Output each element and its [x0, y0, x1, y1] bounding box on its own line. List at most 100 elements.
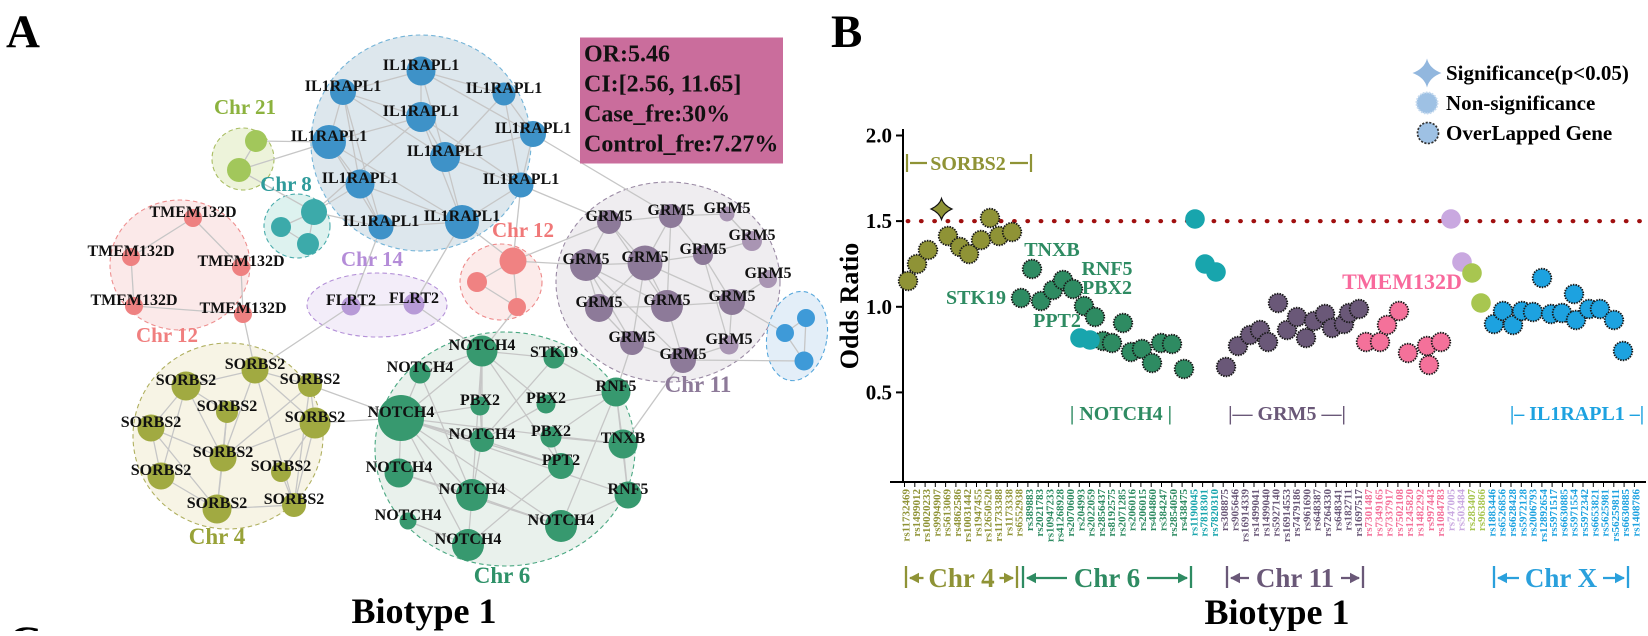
svg-text:Non-significance: Non-significance [1446, 91, 1595, 115]
svg-text:Case_fre:30%: Case_fre:30% [584, 102, 730, 128]
svg-text:PBX2: PBX2 [460, 392, 500, 409]
svg-text:rs9994907: rs9994907 [931, 489, 943, 537]
svg-text:rs404860: rs404860 [1147, 489, 1159, 532]
svg-text:NOTCH4: NOTCH4 [435, 531, 502, 548]
svg-text:SORBS2: SORBS2 [121, 414, 181, 431]
svg-text:rs182711: rs182711 [1343, 489, 1355, 531]
svg-text:GRM5: GRM5 [708, 288, 755, 305]
svg-text:rs1408786: rs1408786 [1630, 489, 1642, 537]
svg-text:FLRT2: FLRT2 [389, 290, 439, 307]
svg-text:PBX2: PBX2 [1082, 277, 1132, 299]
svg-text:rs7818301: rs7818301 [1199, 489, 1211, 537]
svg-text:B: B [831, 6, 862, 58]
svg-text:NOTCH4: NOTCH4 [439, 481, 506, 498]
svg-text:rs7502108: rs7502108 [1394, 489, 1406, 537]
svg-text:rs503484: rs503484 [1456, 489, 1468, 532]
svg-text:rs1499040: rs1499040 [1260, 489, 1272, 537]
svg-text:rs648341: rs648341 [1332, 489, 1344, 531]
svg-text:rs11733388: rs11733388 [993, 489, 1005, 542]
svg-text:rs997443: rs997443 [1425, 489, 1437, 532]
svg-text:PPT2: PPT2 [1033, 310, 1081, 332]
svg-text:rs648387: rs648387 [1312, 489, 1324, 532]
svg-text:IL1RAPL1: IL1RAPL1 [407, 143, 483, 160]
svg-text:rs204993: rs204993 [1075, 489, 1087, 532]
svg-text:Chr 6: Chr 6 [1074, 563, 1140, 593]
svg-text:A: A [6, 6, 40, 58]
svg-text:rs7264330: rs7264330 [1322, 489, 1334, 537]
svg-text:PBX2: PBX2 [526, 390, 566, 407]
svg-text:rs438475: rs438475 [1178, 489, 1190, 532]
svg-text:rs206016: rs206016 [1127, 489, 1139, 532]
svg-text:SORBS2: SORBS2 [930, 153, 1006, 175]
svg-text:rs961690: rs961690 [1301, 489, 1313, 532]
svg-text:0.5: 0.5 [866, 380, 892, 404]
svg-text:NOTCH4: NOTCH4 [366, 459, 433, 476]
svg-text:GRM5: GRM5 [728, 227, 775, 244]
svg-text:2.0: 2.0 [866, 124, 892, 148]
svg-text:rs6653821: rs6653821 [1589, 489, 1601, 537]
svg-text:rs1499041: rs1499041 [1250, 489, 1262, 537]
svg-text:PBX2: PBX2 [531, 423, 571, 440]
svg-text:rs1173338: rs1173338 [1003, 489, 1015, 537]
svg-text:rs5971517: rs5971517 [1548, 489, 1560, 537]
svg-text:Control_fre:7.27%: Control_fre:7.27% [584, 132, 778, 158]
svg-text:GRM5: GRM5 [621, 249, 668, 266]
svg-text:|— GRM5 —|: |— GRM5 —| [1228, 403, 1346, 425]
svg-text:GRM5: GRM5 [703, 200, 750, 217]
svg-text:rs7479186: rs7479186 [1291, 489, 1303, 537]
svg-text:RNF5: RNF5 [608, 481, 649, 498]
svg-text:TMEM132D: TMEM132D [199, 300, 286, 317]
svg-text:rs5972128: rs5972128 [1517, 489, 1529, 537]
svg-text:Chr X: Chr X [1525, 563, 1598, 593]
svg-text:OR:5.46: OR:5.46 [584, 42, 670, 68]
svg-text:PPT2: PPT2 [542, 452, 580, 469]
svg-text:rs1697517: rs1697517 [1353, 489, 1365, 537]
svg-text:Chr 4: Chr 4 [928, 563, 994, 593]
svg-text:GRM5: GRM5 [643, 292, 690, 309]
svg-text:rs1883446: rs1883446 [1487, 489, 1499, 537]
svg-text:NOTCH4: NOTCH4 [368, 404, 435, 421]
svg-text:GRM5: GRM5 [659, 346, 706, 363]
svg-text:TMEM132D: TMEM132D [1342, 269, 1462, 294]
svg-text:rs2854050: rs2854050 [1168, 489, 1180, 537]
svg-text:rs2856437: rs2856437 [1096, 489, 1108, 537]
svg-text:| NOTCH4 |: | NOTCH4 | [1070, 403, 1172, 425]
svg-text:Chr 8: Chr 8 [260, 172, 312, 196]
svg-text:IL1RAPL1: IL1RAPL1 [291, 128, 367, 145]
svg-text:GRM5: GRM5 [575, 294, 622, 311]
svg-text:rs384247: rs384247 [1158, 489, 1170, 532]
svg-text:Chr 11: Chr 11 [665, 372, 732, 397]
svg-text:rs5971554: rs5971554 [1569, 489, 1581, 537]
svg-text:Chr 12: Chr 12 [492, 218, 554, 242]
svg-text:NOTCH4: NOTCH4 [528, 512, 595, 529]
svg-text:rs7301487: rs7301487 [1363, 489, 1375, 537]
svg-text:IL1RAPL1: IL1RAPL1 [424, 208, 500, 225]
svg-text:SORBS2: SORBS2 [264, 491, 324, 508]
svg-text:RNF5: RNF5 [1081, 258, 1132, 280]
svg-text:TMEM132D: TMEM132D [87, 243, 174, 260]
svg-text:rs2006793: rs2006793 [1528, 489, 1540, 537]
svg-text:Chr 14: Chr 14 [341, 247, 404, 271]
svg-text:Biotype 1: Biotype 1 [1204, 592, 1349, 631]
svg-text:rs6630885: rs6630885 [1620, 489, 1632, 537]
svg-text:NOTCH4: NOTCH4 [387, 359, 454, 376]
svg-text:rs1499012: rs1499012 [911, 489, 923, 537]
svg-text:rs41268928: rs41268928 [1055, 489, 1067, 543]
svg-text:NOTCH4: NOTCH4 [449, 337, 516, 354]
svg-text:rs963866: rs963866 [1476, 489, 1488, 532]
svg-text:Chr 11: Chr 11 [1256, 563, 1334, 593]
svg-text:GRM5: GRM5 [585, 208, 632, 225]
svg-text:rs1084783: rs1084783 [1435, 489, 1447, 537]
svg-text:IL1RAPL1: IL1RAPL1 [466, 80, 542, 97]
svg-text:rs10031442: rs10031442 [962, 489, 974, 543]
svg-text:Chr 6: Chr 6 [474, 563, 530, 588]
svg-text:IL1RAPL1: IL1RAPL1 [343, 213, 419, 230]
svg-text:TNXB: TNXB [1024, 239, 1080, 261]
svg-text:OverLapped Gene: OverLapped Gene [1446, 121, 1612, 145]
svg-text:FLRT2: FLRT2 [326, 292, 376, 309]
svg-text:SORBS2: SORBS2 [251, 458, 311, 475]
svg-text:IL1RAPL1: IL1RAPL1 [305, 78, 381, 95]
svg-text:rs10947233: rs10947233 [1044, 489, 1056, 543]
svg-text:RNF5: RNF5 [596, 378, 637, 395]
svg-text:Chr 4: Chr 4 [189, 524, 246, 549]
